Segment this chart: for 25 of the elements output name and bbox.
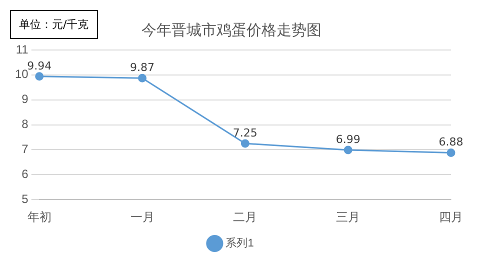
data-label: 9.87: [130, 61, 155, 74]
x-tick-label: 年初: [27, 210, 52, 224]
point: [240, 139, 250, 148]
data-label: 9.94: [27, 59, 52, 72]
y-tick-label: 5: [22, 192, 29, 206]
point: [35, 72, 44, 81]
y-tick-label: 10: [14, 67, 29, 82]
point: [344, 146, 352, 154]
data-label: 6.88: [438, 136, 464, 149]
x-tick-label: 一月: [130, 210, 154, 224]
data-label: 6.99: [336, 132, 360, 146]
data-label: 7.25: [232, 126, 258, 140]
point: [138, 74, 147, 82]
y-tick-label: 6: [22, 166, 29, 181]
y-tick-label: 7: [22, 142, 29, 156]
y-tick-label: 8: [22, 117, 29, 132]
text: 单位：元/千克: [10, 10, 98, 39]
legend-label: 系列1: [226, 236, 254, 250]
y-tick-label: 9: [22, 92, 29, 106]
x-tick-label: 四月: [439, 210, 463, 224]
x-tick-label: 二月: [233, 210, 258, 224]
x-tick-label: 三月: [336, 210, 360, 224]
y-tick-label: 11: [16, 42, 29, 56]
point: [446, 148, 456, 157]
chart-title: 今年晋城市鸡蛋价格走势图: [142, 22, 322, 40]
